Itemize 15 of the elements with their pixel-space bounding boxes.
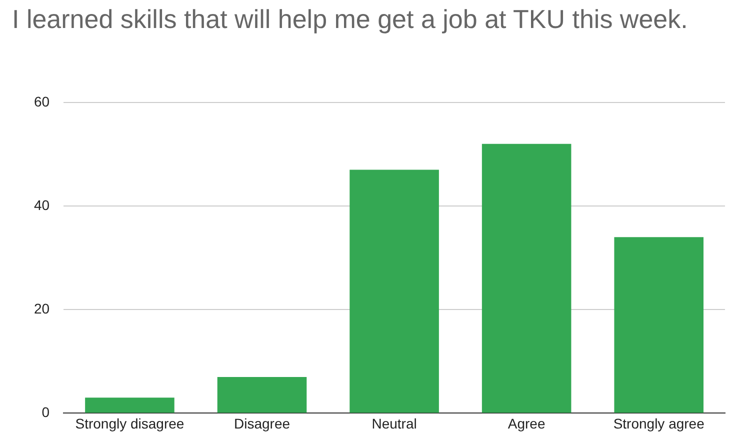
bar — [217, 376, 307, 413]
x-tick-label: Strongly disagree — [75, 415, 184, 432]
x-tick-label: Agree — [508, 415, 546, 432]
x-tick-label: Disagree — [234, 415, 290, 432]
y-tick-label: 0 — [42, 404, 50, 420]
x-tick-label: Neutral — [372, 415, 417, 432]
bar — [85, 398, 174, 413]
bar — [350, 170, 439, 413]
y-tick-label: 60 — [34, 93, 50, 110]
bar — [614, 237, 704, 413]
y-tick-label: 40 — [34, 196, 50, 213]
chart-title: I learned skills that will help me get a job at TKU this week. — [12, 4, 689, 34]
y-tick-label: 20 — [34, 300, 50, 316]
bar — [482, 144, 572, 413]
x-tick-label: Strongly agree — [613, 415, 705, 432]
